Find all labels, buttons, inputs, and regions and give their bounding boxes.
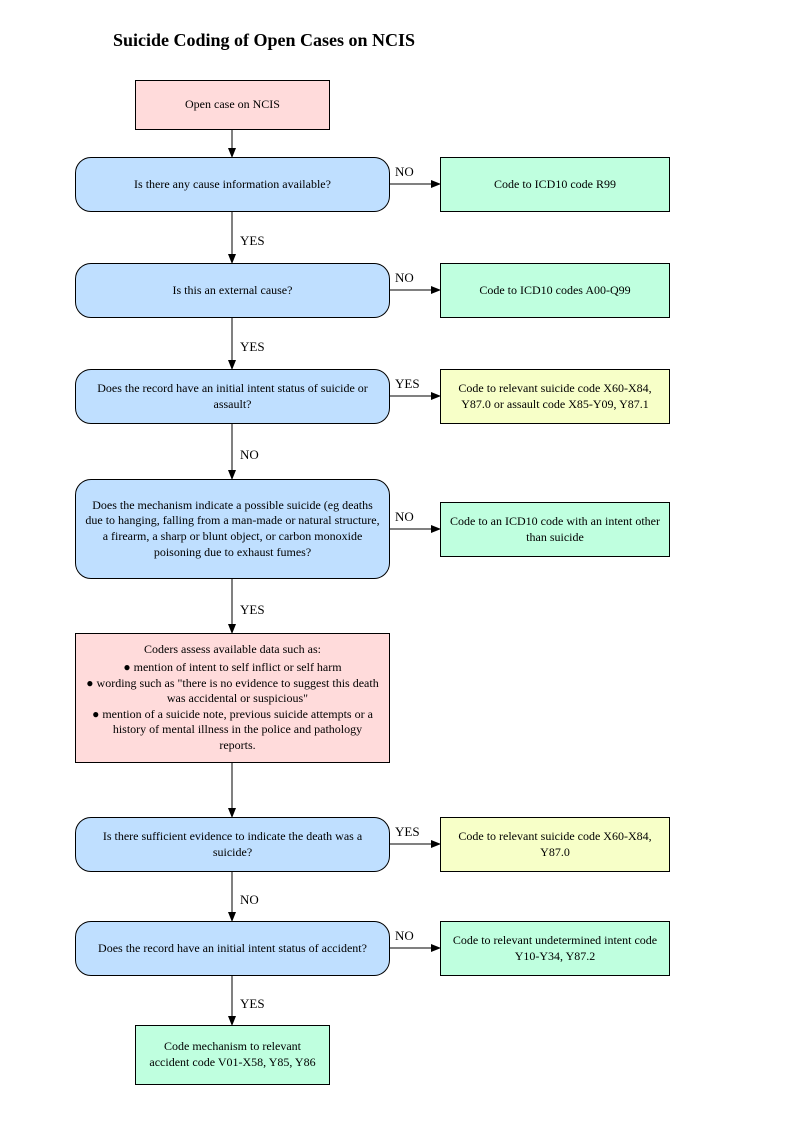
node-r6: Code to relevant undetermined intent cod…	[440, 921, 670, 976]
node-r5: Code to relevant suicide code X60-X84, Y…	[440, 817, 670, 872]
node-text: Is this an external cause?	[173, 283, 293, 299]
edge-label: YES	[240, 996, 265, 1012]
edge-label: YES	[240, 602, 265, 618]
edge-label: NO	[395, 509, 414, 525]
node-d1: Is there any cause information available…	[75, 157, 390, 212]
edge-label: NO	[240, 447, 259, 463]
edge-label: NO	[240, 892, 259, 908]
node-r2: Code to ICD10 codes A00-Q99	[440, 263, 670, 318]
edge-label: YES	[240, 233, 265, 249]
node-text: Is there sufficient evidence to indicate…	[84, 829, 381, 860]
node-d5: Is there sufficient evidence to indicate…	[75, 817, 390, 872]
edge-label: YES	[395, 824, 420, 840]
assess-bullet: ● wording such as "there is no evidence …	[84, 676, 381, 707]
node-start: Open case on NCIS	[135, 80, 330, 130]
node-text: Is there any cause information available…	[134, 177, 331, 193]
page-title: Suicide Coding of Open Cases on NCIS	[113, 30, 415, 51]
assess-list: Coders assess available data such as: ● …	[84, 642, 381, 753]
node-text: Code to ICD10 codes A00-Q99	[479, 283, 630, 299]
node-text: Open case on NCIS	[185, 97, 280, 113]
node-r3: Code to relevant suicide code X60-X84, Y…	[440, 369, 670, 424]
node-text: Does the mechanism indicate a possible s…	[84, 498, 381, 560]
edge-label: YES	[395, 376, 420, 392]
node-final: Code mechanism to relevant accident code…	[135, 1025, 330, 1085]
node-text: Code mechanism to relevant accident code…	[144, 1039, 321, 1070]
assess-header: Coders assess available data such as:	[84, 642, 381, 658]
node-text: Code to relevant suicide code X60-X84, Y…	[449, 381, 661, 412]
assess-bullet: ● mention of intent to self inflict or s…	[84, 660, 381, 676]
node-text: Does the record have an initial intent s…	[84, 381, 381, 412]
node-text: Code to relevant undetermined intent cod…	[449, 933, 661, 964]
node-d6: Does the record have an initial intent s…	[75, 921, 390, 976]
node-assess: Coders assess available data such as: ● …	[75, 633, 390, 763]
node-d3: Does the record have an initial intent s…	[75, 369, 390, 424]
edge-label: YES	[240, 339, 265, 355]
node-r4: Code to an ICD10 code with an intent oth…	[440, 502, 670, 557]
node-text: Does the record have an initial intent s…	[98, 941, 367, 957]
edge-label: NO	[395, 270, 414, 286]
node-text: Code to relevant suicide code X60-X84, Y…	[449, 829, 661, 860]
node-text: Code to ICD10 code R99	[494, 177, 616, 193]
assess-bullet: ● mention of a suicide note, previous su…	[84, 707, 381, 754]
edge-label: NO	[395, 928, 414, 944]
node-d4: Does the mechanism indicate a possible s…	[75, 479, 390, 579]
node-d2: Is this an external cause?	[75, 263, 390, 318]
node-text: Code to an ICD10 code with an intent oth…	[449, 514, 661, 545]
edge-label: NO	[395, 164, 414, 180]
node-r1: Code to ICD10 code R99	[440, 157, 670, 212]
